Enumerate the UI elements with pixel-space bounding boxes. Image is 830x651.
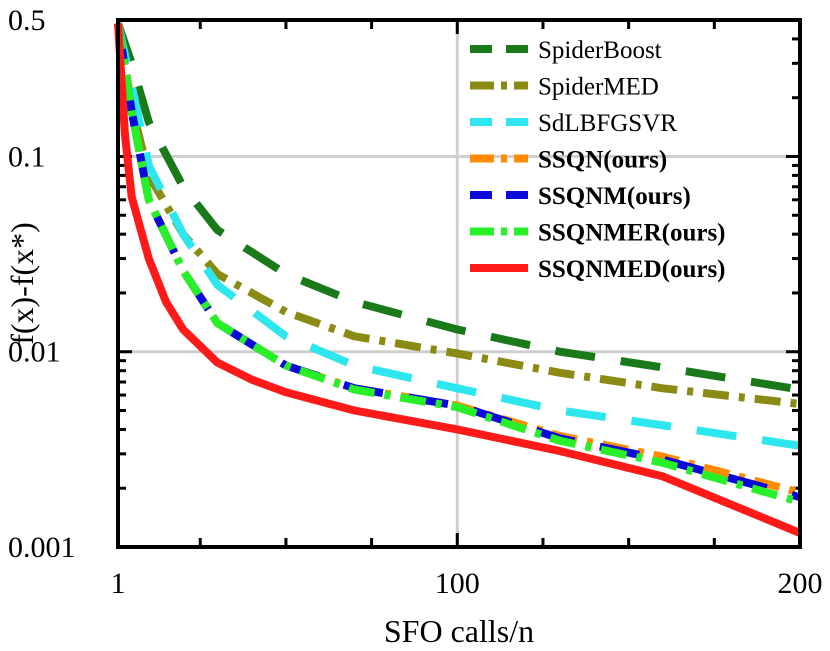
- legend-label: SSQNMER(ours): [538, 220, 726, 247]
- x-tick-label: 100: [435, 567, 480, 600]
- legend-label: SSQNMED(ours): [538, 256, 726, 283]
- x-tick-label: 1: [111, 567, 126, 600]
- legend-label: SSQN(ours): [538, 147, 667, 174]
- legend: SpiderBoost SpiderMED SdLBFGSVR SSQN(ours) S…: [470, 37, 726, 283]
- series-line-7: [114, 23, 802, 537]
- legend-label: SpiderBoost: [538, 37, 662, 64]
- legend-label: SpiderMED: [538, 74, 659, 101]
- series-line-6: [114, 22, 802, 506]
- y-axis-label: f(x)-f(x*): [4, 222, 40, 345]
- legend-label: SSQNM(ours): [538, 183, 691, 210]
- y-tick-label: 0.01: [8, 336, 61, 369]
- y-tick-label: 0.5: [8, 4, 46, 37]
- series-line-1: [114, 22, 801, 394]
- y-tick-label: 0.1: [8, 140, 46, 173]
- tick-labels: 0.5 0.1 0.01 0.001 1 100 200: [8, 4, 823, 600]
- legend-label: SdLBFGSVR: [538, 110, 677, 137]
- series-line-2: [114, 22, 801, 408]
- x-axis-label: SFO calls/n: [384, 613, 534, 649]
- series-line-3: [114, 22, 801, 450]
- plot-frame: [116, 18, 802, 549]
- y-tick-label: 0.001: [8, 531, 76, 564]
- x-tick-label: 200: [778, 567, 823, 600]
- series-lines: [114, 22, 802, 537]
